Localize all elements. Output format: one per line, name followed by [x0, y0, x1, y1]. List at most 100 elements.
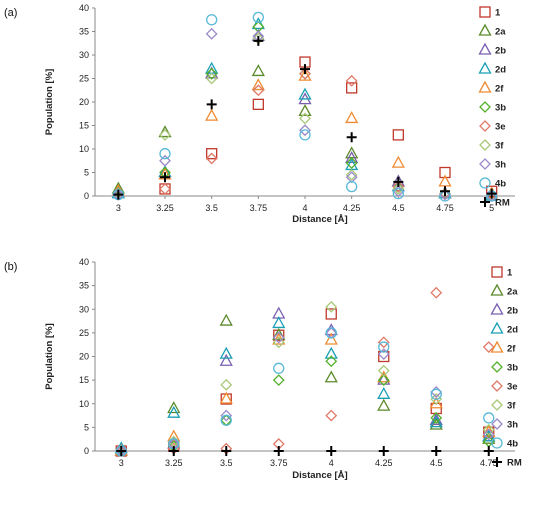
legend-label: RM — [495, 198, 510, 209]
data-point — [205, 108, 219, 121]
data-point — [219, 353, 233, 366]
y-axis-title: Population [%] — [44, 69, 55, 136]
data-point — [346, 132, 357, 143]
data-point — [325, 409, 338, 422]
data-point — [325, 355, 338, 368]
legend-label: 2d — [507, 325, 518, 336]
data-point — [377, 372, 391, 385]
legend-marker — [491, 399, 503, 411]
legend: 1 2a 2b 2d 2f 3b 3e 3f 3h 4b RM — [490, 266, 522, 469]
x-tick-label: 3.5 — [220, 458, 233, 468]
data-point — [206, 148, 218, 160]
data-point — [430, 286, 443, 299]
y-tick-label: 0 — [84, 191, 89, 201]
data-point — [430, 412, 443, 424]
data-point — [429, 415, 443, 428]
data-point — [346, 180, 358, 193]
legend-marker — [479, 139, 491, 151]
x-tick-label: 3 — [119, 458, 124, 468]
y-tick-label: 35 — [79, 281, 89, 291]
legend-marker — [479, 177, 491, 189]
data-point — [168, 446, 179, 456]
data-point — [159, 154, 171, 167]
data-point — [325, 308, 337, 320]
data-point — [298, 87, 312, 100]
data-point — [221, 446, 232, 456]
data-point — [345, 111, 359, 124]
data-point — [251, 78, 265, 91]
legend-marker — [479, 158, 491, 170]
x-tick-label: 4 — [329, 458, 334, 468]
data-point — [219, 346, 233, 359]
data-point — [485, 188, 499, 201]
data-point — [345, 157, 358, 170]
data-point — [252, 98, 264, 110]
data-point — [159, 183, 171, 195]
data-point — [159, 183, 171, 195]
data-point — [272, 316, 286, 329]
legend-label: 2a — [495, 27, 506, 38]
legend-label: 1 — [495, 8, 501, 19]
data-point — [167, 405, 181, 418]
x-tick-label: 4 — [302, 203, 307, 213]
x-tick-label: 4.5 — [430, 458, 443, 468]
y-tick-label: 5 — [84, 168, 89, 178]
x-tick-label: 3.25 — [156, 203, 174, 213]
legend-marker — [490, 302, 504, 315]
data-point — [393, 176, 404, 187]
y-tick-label: 20 — [79, 97, 89, 107]
x-tick-label: 4.75 — [436, 203, 454, 213]
data-point — [299, 124, 311, 137]
data-point — [324, 370, 338, 383]
y-tick-label: 15 — [79, 375, 89, 385]
series-1 — [115, 308, 495, 457]
data-point — [205, 67, 218, 80]
legend-label: 3h — [507, 420, 518, 431]
legend-label: 3f — [507, 401, 516, 412]
data-point — [299, 67, 311, 80]
data-point — [377, 336, 390, 349]
data-point — [205, 152, 218, 165]
x-tick-label: 4.25 — [343, 203, 361, 213]
data-point — [482, 423, 495, 436]
data-point — [206, 99, 217, 110]
legend-label: 3h — [495, 160, 506, 171]
legend-label: 2b — [507, 306, 518, 317]
data-point — [482, 341, 495, 353]
x-tick-label: 3 — [116, 203, 121, 213]
x-tick-label: 3.25 — [165, 458, 183, 468]
data-point — [298, 104, 312, 117]
data-point — [391, 179, 405, 192]
legend-marker — [491, 266, 503, 278]
legend-label: 2d — [495, 65, 506, 76]
data-point — [206, 14, 218, 26]
legend-label: 4b — [507, 439, 518, 450]
data-point — [300, 64, 310, 75]
x-tick-label: 5 — [489, 203, 494, 213]
x-tick-label: 3.75 — [250, 203, 268, 213]
data-point — [113, 189, 124, 200]
legend: 1 2a 2b 2d 2f 3b 3e 3f 3h 4b RM — [478, 6, 510, 209]
data-point — [345, 151, 359, 164]
x-axis-title: Distance [Å] — [292, 214, 347, 225]
data-point — [482, 431, 496, 444]
data-point — [205, 72, 218, 85]
x-tick-label: 4.25 — [375, 458, 393, 468]
legend-marker — [478, 23, 492, 36]
data-point — [377, 348, 390, 361]
x-tick-label: 3.5 — [205, 203, 218, 213]
data-point — [272, 327, 286, 340]
data-point — [160, 172, 170, 183]
legend-label: 3f — [495, 141, 504, 152]
x-tick-label: 3.75 — [270, 458, 288, 468]
data-point — [273, 362, 285, 374]
legend-label: RM — [507, 458, 522, 469]
legend-marker — [480, 197, 490, 207]
y-tick-label: 30 — [79, 50, 89, 60]
legend-marker — [491, 418, 503, 430]
y-tick-label: 35 — [79, 27, 89, 37]
chart-panel-1: (b) 0 5 10 15 20 25 30 35 40 3 3.25 3.5 3.75 4 4.25 4.5 4… — [4, 257, 522, 481]
data-point — [345, 74, 358, 87]
data-point — [430, 386, 443, 398]
